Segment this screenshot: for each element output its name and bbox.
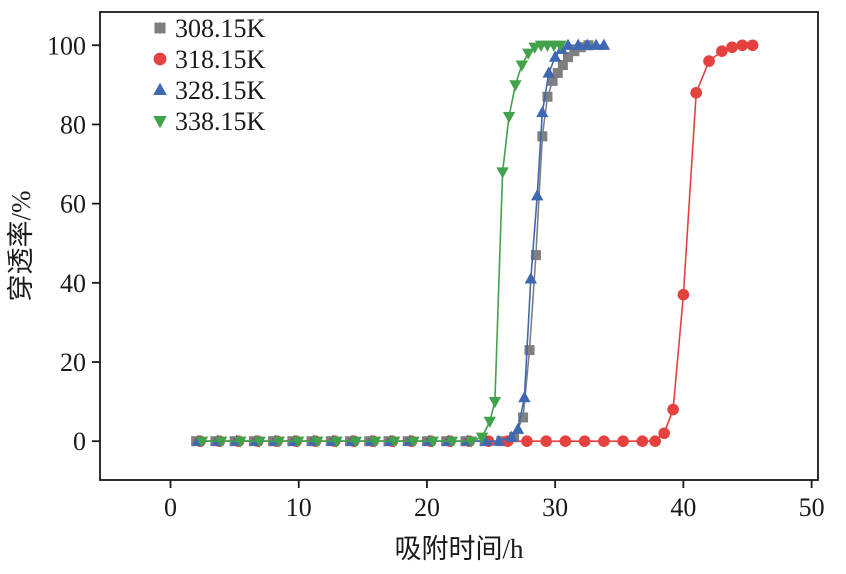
data-point-marker xyxy=(561,38,575,50)
data-point-marker xyxy=(726,41,738,54)
y-axis-tick-label: 100 xyxy=(47,31,86,60)
series-318.15K xyxy=(194,39,759,447)
data-point-marker xyxy=(597,38,611,50)
data-point-marker xyxy=(562,52,573,63)
data-point-marker xyxy=(677,288,690,301)
x-axis-title: 吸附时间/h xyxy=(394,534,524,564)
data-point-marker xyxy=(464,436,478,448)
data-point-marker xyxy=(253,436,266,448)
x-axis-tick-label: 10 xyxy=(286,493,312,522)
data-point-marker xyxy=(521,435,533,447)
data-point-marker xyxy=(703,55,715,67)
data-point-marker xyxy=(542,66,555,78)
data-point-marker xyxy=(153,115,167,129)
data-point-marker xyxy=(349,436,362,448)
legend-item-338.15K: 338.15K xyxy=(153,107,266,136)
y-axis-tick-label: 40 xyxy=(60,269,86,298)
legend-item-328.15K: 328.15K xyxy=(153,76,266,105)
data-point-marker xyxy=(496,167,509,179)
data-point-marker xyxy=(746,39,759,52)
data-point-marker xyxy=(658,427,670,440)
x-axis-tick-label: 50 xyxy=(799,493,825,522)
data-point-marker xyxy=(311,436,324,448)
series-338.15K xyxy=(195,40,567,448)
data-point-marker xyxy=(492,434,505,446)
data-point-marker xyxy=(475,432,489,444)
legend-label: 308.15K xyxy=(175,14,266,43)
data-point-marker xyxy=(548,50,562,62)
data-point-marker xyxy=(554,40,567,52)
data-point-marker xyxy=(649,435,661,447)
x-axis-tick-label: 40 xyxy=(670,493,696,522)
data-point-marker xyxy=(524,345,535,356)
data-point-marker xyxy=(407,436,420,448)
x-axis-tick-label: 20 xyxy=(414,493,440,522)
data-point-marker xyxy=(559,435,572,447)
legend-label: 338.15K xyxy=(175,107,266,136)
data-point-marker xyxy=(569,46,580,57)
data-point-marker xyxy=(291,436,305,448)
legend-item-308.15K: 308.15K xyxy=(154,14,266,43)
data-point-marker xyxy=(636,435,649,447)
y-axis-tick-label: 20 xyxy=(60,348,86,377)
data-point-marker xyxy=(542,91,553,102)
data-point-marker xyxy=(557,60,568,71)
data-point-marker xyxy=(716,45,728,57)
y-axis-title: 穿透率/% xyxy=(6,191,36,302)
legend-label: 328.15K xyxy=(175,76,266,105)
legend-item-318.15K: 318.15K xyxy=(153,45,266,74)
data-point-marker xyxy=(522,48,535,60)
data-point-marker xyxy=(578,435,591,447)
plot-frame xyxy=(99,11,819,481)
data-point-marker xyxy=(515,60,529,72)
data-point-marker xyxy=(598,435,610,447)
data-point-marker xyxy=(572,38,585,50)
x-axis-tick-label: 30 xyxy=(542,493,568,522)
data-point-marker xyxy=(502,111,516,124)
data-point-marker xyxy=(536,105,549,118)
data-point-marker xyxy=(488,397,502,409)
series-line xyxy=(200,44,753,443)
data-point-marker xyxy=(511,422,525,434)
y-axis-tick-label: 80 xyxy=(60,110,86,139)
data-point-marker xyxy=(330,436,343,448)
data-point-marker xyxy=(388,436,401,448)
data-point-marker xyxy=(195,436,209,448)
data-point-marker xyxy=(540,435,552,447)
data-point-marker xyxy=(581,38,594,50)
y-axis-tick-label: 60 xyxy=(60,190,86,219)
data-point-marker xyxy=(736,39,749,52)
data-point-marker xyxy=(479,434,493,446)
data-point-marker xyxy=(445,436,459,448)
data-point-marker xyxy=(547,75,558,86)
data-point-marker xyxy=(690,86,702,99)
data-point-marker xyxy=(530,250,541,261)
data-point-marker xyxy=(272,436,286,448)
data-point-marker xyxy=(552,67,563,78)
legend-label: 318.15K xyxy=(175,45,266,74)
x-axis-tick-label: 0 xyxy=(164,493,177,522)
data-point-marker xyxy=(483,416,496,429)
data-point-marker xyxy=(617,435,629,447)
data-point-marker xyxy=(368,436,382,448)
data-point-marker xyxy=(153,52,167,66)
data-point-marker xyxy=(153,82,167,96)
y-axis-tick-label: 0 xyxy=(73,427,86,456)
data-point-marker xyxy=(518,412,529,423)
data-point-marker xyxy=(667,403,679,416)
data-point-marker xyxy=(154,22,166,34)
data-point-marker xyxy=(505,430,518,442)
data-point-marker xyxy=(518,391,531,403)
data-point-marker xyxy=(426,436,439,448)
data-point-marker xyxy=(214,436,228,448)
data-point-marker xyxy=(537,131,548,142)
data-point-marker xyxy=(524,272,537,284)
data-point-marker xyxy=(234,436,247,448)
data-point-marker xyxy=(531,189,544,201)
data-point-marker xyxy=(509,80,522,92)
